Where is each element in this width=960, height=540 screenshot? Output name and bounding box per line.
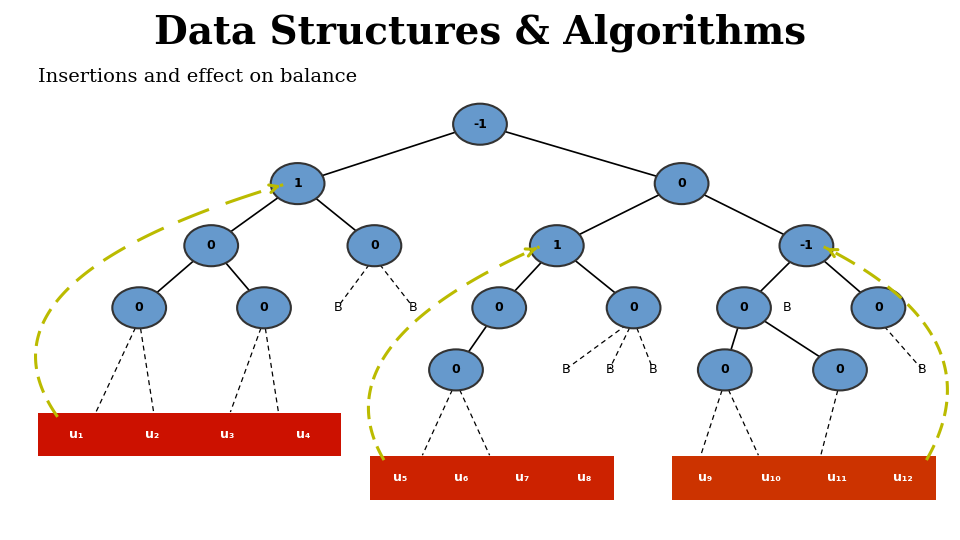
Text: 0: 0 xyxy=(835,363,845,376)
Text: 0: 0 xyxy=(629,301,638,314)
Text: u₁₀: u₁₀ xyxy=(761,471,780,484)
Text: 0: 0 xyxy=(874,301,883,314)
Text: u₈: u₈ xyxy=(577,471,591,484)
Text: Insertions and effect on balance: Insertions and effect on balance xyxy=(38,68,357,85)
Text: B: B xyxy=(649,363,657,376)
Text: 0: 0 xyxy=(370,239,379,252)
Ellipse shape xyxy=(453,104,507,145)
Text: -1: -1 xyxy=(800,239,813,252)
Text: 1: 1 xyxy=(293,177,302,190)
Ellipse shape xyxy=(112,287,166,328)
FancyBboxPatch shape xyxy=(672,456,936,500)
Ellipse shape xyxy=(472,287,526,328)
Text: 0: 0 xyxy=(134,301,144,314)
Ellipse shape xyxy=(607,287,660,328)
Text: 0: 0 xyxy=(206,239,216,252)
Ellipse shape xyxy=(348,225,401,266)
Text: 0: 0 xyxy=(739,301,749,314)
Ellipse shape xyxy=(698,349,752,390)
Ellipse shape xyxy=(530,225,584,266)
Text: 0: 0 xyxy=(494,301,504,314)
Ellipse shape xyxy=(655,163,708,204)
Text: u₇: u₇ xyxy=(516,471,530,484)
Text: u₅: u₅ xyxy=(393,471,407,484)
Text: u₁: u₁ xyxy=(69,428,84,441)
Text: 0: 0 xyxy=(720,363,730,376)
Text: 1: 1 xyxy=(552,239,562,252)
Text: u₆: u₆ xyxy=(454,471,468,484)
Text: u₃: u₃ xyxy=(220,428,234,441)
Ellipse shape xyxy=(184,225,238,266)
Text: B: B xyxy=(563,363,570,376)
Text: Data Structures & Algorithms: Data Structures & Algorithms xyxy=(154,14,806,52)
Text: u₉: u₉ xyxy=(698,471,712,484)
Text: B: B xyxy=(334,301,342,314)
Text: u₄: u₄ xyxy=(296,428,310,441)
Text: B: B xyxy=(606,363,613,376)
Text: u₁₂: u₁₂ xyxy=(893,471,913,484)
Ellipse shape xyxy=(852,287,905,328)
FancyBboxPatch shape xyxy=(370,456,614,500)
Text: 0: 0 xyxy=(259,301,269,314)
Text: B: B xyxy=(409,301,417,314)
FancyBboxPatch shape xyxy=(38,413,341,456)
Text: -1: -1 xyxy=(473,118,487,131)
Ellipse shape xyxy=(813,349,867,390)
Ellipse shape xyxy=(780,225,833,266)
Text: u₁₁: u₁₁ xyxy=(828,471,847,484)
Text: 0: 0 xyxy=(451,363,461,376)
Text: u₂: u₂ xyxy=(145,428,159,441)
Text: B: B xyxy=(918,363,925,376)
Ellipse shape xyxy=(237,287,291,328)
Text: B: B xyxy=(783,301,791,314)
Ellipse shape xyxy=(429,349,483,390)
Ellipse shape xyxy=(271,163,324,204)
Text: 0: 0 xyxy=(677,177,686,190)
Ellipse shape xyxy=(717,287,771,328)
